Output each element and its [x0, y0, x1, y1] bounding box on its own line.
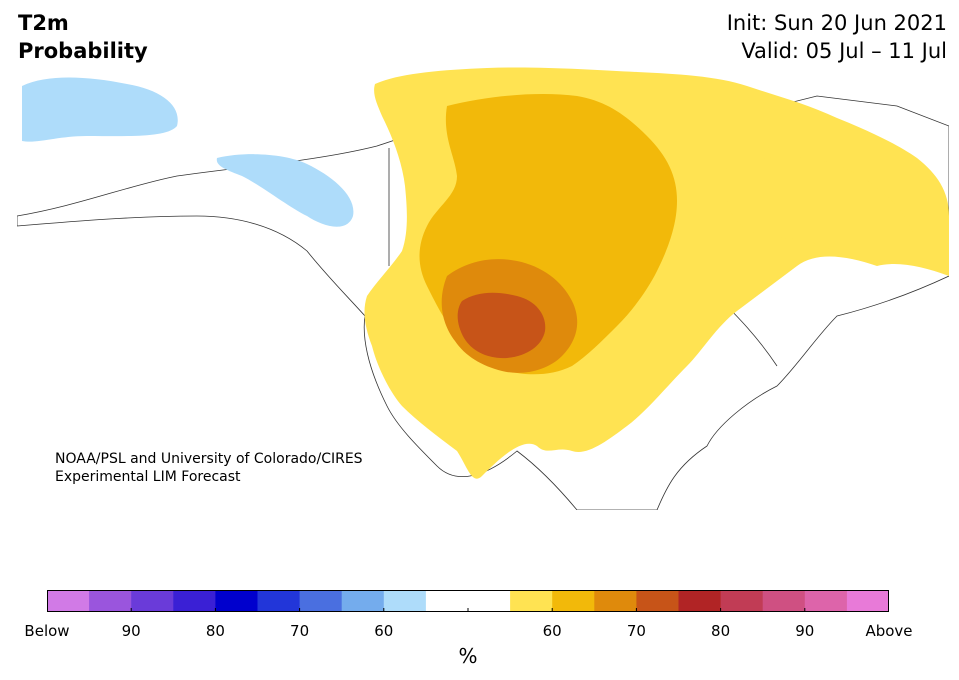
credit-line-2: Experimental LIM Forecast — [55, 469, 241, 485]
colorbar-tick-label: 90 — [795, 622, 815, 640]
below-normal-regions — [22, 77, 354, 227]
colorbar-swatch — [552, 590, 595, 612]
colorbar-swatch — [425, 590, 469, 612]
colorbar-swatch — [89, 590, 132, 612]
colorbar-tick-label: 70 — [626, 622, 646, 640]
colorbar-swatch — [131, 590, 174, 612]
colorbar — [47, 590, 889, 612]
colorbar-swatch — [510, 590, 553, 612]
colorbar-swatch — [383, 590, 427, 612]
forecast-dates: Init: Sun 20 Jun 2021 Valid: 05 Jul – 11… — [727, 9, 947, 65]
product-label: Probability — [18, 39, 148, 63]
variable-label: T2m — [18, 11, 69, 35]
colorbar-unit: % — [458, 644, 478, 668]
colorbar-swatch — [636, 590, 679, 612]
colorbar-tick-label: 80 — [711, 622, 731, 640]
colorbar-swatch — [341, 590, 385, 612]
colorbar-swatch — [257, 590, 301, 612]
colorbar-swatch — [215, 590, 258, 612]
colorbar-tick-label: Above — [865, 622, 913, 640]
init-date: Init: Sun 20 Jun 2021 — [726, 11, 947, 35]
credit-line-1: NOAA/PSL and University of Colorado/CIRE… — [55, 451, 363, 467]
colorbar-swatch — [299, 590, 343, 612]
colorbar-swatch — [594, 590, 637, 612]
colorbar-swatch — [762, 590, 806, 612]
colorbar-swatch — [173, 590, 216, 612]
colorbar-swatch — [47, 590, 90, 612]
colorbar-tick-label: 80 — [205, 622, 225, 640]
colorbar-tick-label: 90 — [121, 622, 141, 640]
probability-map — [17, 66, 949, 510]
colorbar-tick-label: Below — [24, 622, 70, 640]
colorbar-tick-label: 70 — [290, 622, 310, 640]
colorbar-tick-label: 60 — [542, 622, 562, 640]
map-title: T2m Probability — [18, 9, 148, 65]
colorbar-tick-label: 60 — [374, 622, 394, 640]
colorbar-swatch — [720, 590, 764, 612]
colorbar-swatch — [804, 590, 848, 612]
colorbar-swatch — [468, 590, 511, 612]
colorbar-swatch — [678, 590, 722, 612]
colorbar-swatch — [846, 590, 889, 612]
above-normal-regions — [364, 67, 949, 479]
valid-range: Valid: 05 Jul – 11 Jul — [741, 39, 947, 63]
credit-text: NOAA/PSL and University of Colorado/CIRE… — [55, 450, 363, 486]
